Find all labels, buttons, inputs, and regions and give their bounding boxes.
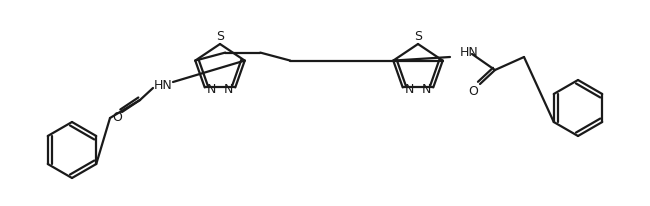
Text: N: N: [422, 83, 431, 96]
Text: O: O: [112, 110, 122, 124]
Text: S: S: [414, 29, 422, 42]
Text: S: S: [216, 29, 224, 42]
Text: HN: HN: [460, 46, 479, 59]
Text: N: N: [224, 83, 233, 96]
Text: O: O: [468, 84, 478, 97]
Text: N: N: [405, 83, 415, 96]
Text: HN: HN: [153, 78, 172, 91]
Text: N: N: [207, 83, 216, 96]
